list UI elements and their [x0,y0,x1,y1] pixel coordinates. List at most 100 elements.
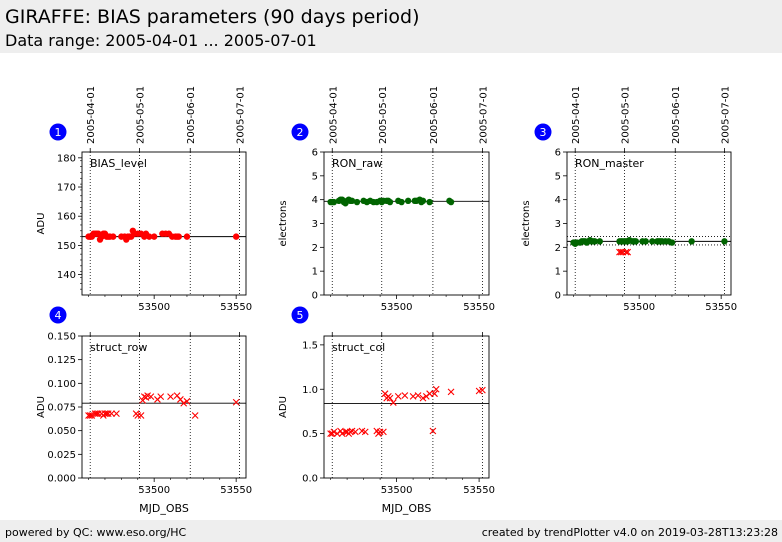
panel-1: 2005-04-01 2005-05-01 2005-06-01 2005-07-01… [36,86,252,313]
data-point-stroke [624,248,632,256]
panel-number-label: 5 [297,309,304,322]
data-point [338,430,346,438]
date-tick-label-0: 2005-04-01 [571,86,582,144]
data-point [617,248,625,256]
data-point [146,233,153,240]
data-point [150,233,158,240]
data-point [426,198,433,206]
data-point [447,388,455,396]
data-point-stroke [173,392,181,400]
y-tick-label-0-15: 0.150 [47,332,76,343]
y-axis-label: ADU [36,213,47,235]
data-point [419,394,427,402]
plot-frame [566,151,732,296]
data-point-stroke [147,393,155,400]
data-point-stroke [177,396,184,403]
parameter-label: BIAS_level [90,157,147,170]
data-point [386,198,394,206]
page-title: GIRAFFE: BIAS parameters (90 days period… [5,6,420,28]
data-point-stroke [414,392,422,399]
date-tick-label-2: 2005-06-01 [429,86,440,144]
panel-number-label: 1 [55,126,62,139]
data-point-stroke [447,388,455,396]
x-tick-label-53500: 53500 [138,302,170,313]
data-point [191,412,199,419]
data-point [361,428,369,436]
y-tick-label-0-1: 0.100 [47,379,76,390]
data-point [103,410,110,418]
x-tick-label-53550: 53550 [220,485,252,496]
y-axis-label: ADU [278,396,289,418]
panel-number-label: 4 [55,309,62,322]
panel-number-badge [534,123,552,141]
data-point-stroke [389,399,397,406]
date-tick-label-2: 2005-06-01 [186,86,197,144]
y-tick-label-1: 1 [555,267,561,278]
y-tick-label-140: 140 [57,270,76,281]
data-point [447,198,455,206]
data-point-stroke [88,412,96,419]
y-axis-label: ADU [36,396,47,418]
data-point-stroke [429,427,437,435]
data-point-stroke [373,427,381,435]
date-tick-label-1: 2005-05-01 [135,86,146,144]
panel-number-badge [291,306,309,324]
y-tick-label-0: 0 [555,291,561,302]
y-tick-label-6: 6 [312,148,318,159]
data-point [642,238,649,245]
data-point-stroke [113,410,120,418]
data-point [353,198,361,206]
date-tick-label-3: 2005-07-01 [478,86,489,144]
data-point [183,397,191,405]
date-tick-label-3: 2005-07-01 [235,86,246,144]
x-tick-label-53500: 53500 [138,485,170,496]
date-tick-label-0: 2005-04-01 [328,86,339,144]
data-point [668,239,676,246]
y-tick-label-0: 0.000 [47,474,76,485]
data-point-stroke [86,412,94,419]
data-point [632,238,640,245]
data-point [342,428,349,436]
y-tick-label-2: 2 [312,243,318,254]
data-point-stroke [137,412,145,419]
data-point [398,198,405,206]
data-point [431,390,438,398]
data-point [180,399,188,407]
data-point [394,392,402,400]
y-tick-label-1: 1.0 [302,385,318,396]
data-point-stroke [108,410,115,418]
data-point [147,393,155,400]
page-header: GIRAFFE: BIAS parameters (90 days period… [0,0,782,53]
data-point-stroke [338,430,346,438]
data-point [109,233,117,240]
x-tick-label-53550: 53550 [463,302,495,313]
y-tick-label-0-5: 0.5 [302,429,318,440]
panel-3: 2005-04-01 2005-05-01 2005-06-01 2005-07-01… [521,86,737,313]
data-point-stroke [93,410,101,418]
data-point [134,412,142,419]
parameter-label: RON_master [575,157,644,170]
data-point [183,233,191,240]
data-point [167,393,174,400]
data-point [86,412,94,419]
data-point-stroke [180,399,188,407]
parameter-label: RON_raw [332,157,382,170]
data-point-stroke [183,397,191,405]
data-point [88,412,96,419]
y-tick-label-0-05: 0.050 [47,426,76,437]
y-tick-label-0-025: 0.025 [47,450,76,461]
data-point [624,248,632,256]
y-tick-label-180: 180 [57,153,76,164]
plot-frame [81,335,247,479]
y-tick-label-4: 4 [312,195,318,206]
panel-number-badge [291,123,309,141]
y-tick-label-1: 1 [312,267,318,278]
date-tick-label-2: 2005-06-01 [671,86,682,144]
data-point-stroke [361,428,369,436]
data-point [414,392,422,399]
data-point [591,238,599,245]
data-point-stroke [426,390,433,398]
data-point-stroke [103,410,110,418]
data-point [175,233,182,240]
data-point [389,399,397,406]
